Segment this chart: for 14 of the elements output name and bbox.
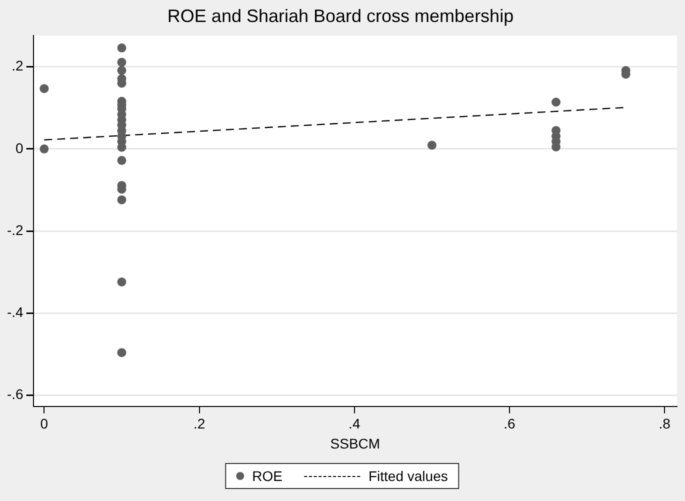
x-tick-label: .8 — [658, 416, 671, 432]
y-tick-label: 0 — [16, 140, 24, 156]
x-tick-label: .6 — [504, 416, 516, 432]
legend-label: Fitted values — [368, 468, 448, 484]
x-axis-title: SSBCM — [330, 435, 380, 452]
x-tick-label: .4 — [348, 416, 360, 432]
y-tick-label: -.6 — [6, 386, 24, 402]
y-tick-label: .2 — [12, 58, 24, 74]
x-tick-label: 0 — [40, 416, 48, 432]
x-tick-label: .2 — [193, 416, 206, 432]
chart-title: ROE and Shariah Board cross membership — [167, 6, 514, 26]
y-tick-label: -.4 — [6, 304, 24, 320]
legend-label: ROE — [252, 468, 282, 484]
y-tick-label: -.2 — [6, 222, 24, 238]
